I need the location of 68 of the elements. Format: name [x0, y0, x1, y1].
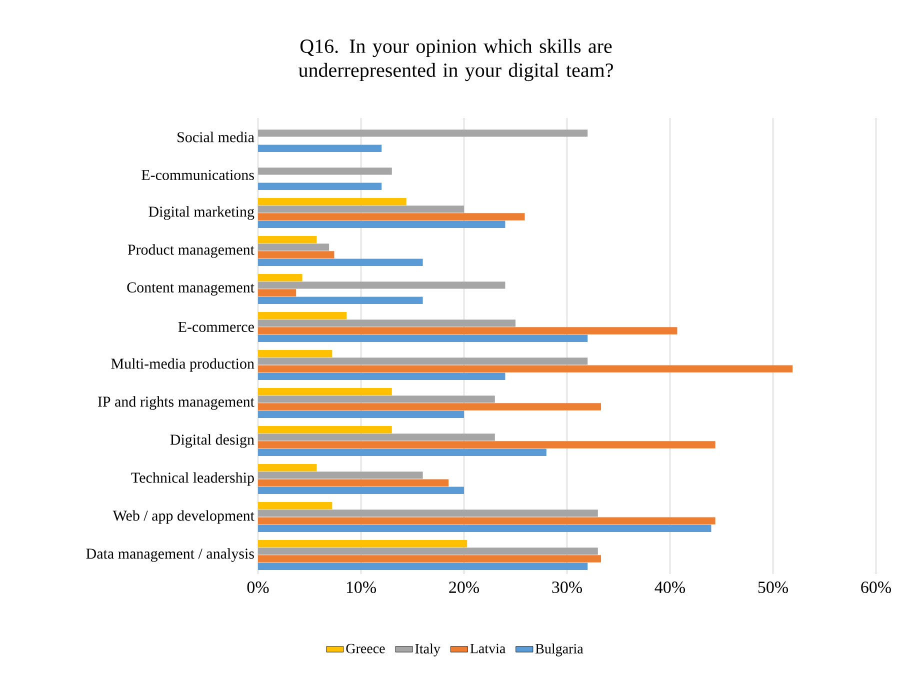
bar	[258, 472, 423, 479]
bar	[258, 434, 495, 441]
bar	[258, 548, 598, 555]
bar	[258, 479, 449, 486]
legend-label: Italy	[415, 644, 440, 656]
legend-label: Greece	[346, 644, 385, 654]
x-tick-label: 30%	[552, 582, 582, 594]
bar	[258, 372, 506, 380]
x-tick-label: 60%	[861, 582, 892, 594]
bar	[258, 555, 601, 562]
bar	[258, 312, 347, 320]
bar	[258, 502, 332, 510]
bar	[258, 327, 678, 334]
bar	[258, 540, 468, 548]
y-tick-label: E-communications	[142, 170, 254, 180]
bar	[258, 403, 601, 410]
bar	[258, 168, 392, 175]
bar	[258, 441, 716, 448]
bar	[258, 296, 423, 304]
y-tick-label: Data management / analysis	[86, 548, 254, 562]
bar	[258, 244, 330, 251]
y-tick-label: Technical leadership	[131, 472, 254, 486]
y-tick-label: Web / app development	[112, 510, 254, 524]
x-tick-label: 0%	[247, 582, 269, 594]
bar	[258, 220, 506, 228]
bar	[258, 562, 588, 570]
bar	[258, 464, 317, 472]
bar	[258, 410, 464, 418]
y-tick-label: Social media	[178, 132, 254, 142]
x-tick-label: 50%	[758, 582, 788, 594]
bar	[258, 524, 712, 532]
y-tick-label: E-commerce	[178, 322, 254, 332]
chart-title: Q16. In your opinion which skills are underrepresented in your digital team?	[298, 38, 613, 82]
x-tick-label: 40%	[654, 582, 686, 594]
bar	[258, 517, 716, 524]
y-tick-label: Digital design	[170, 434, 254, 448]
bar	[258, 130, 588, 137]
bar	[258, 258, 423, 266]
bar	[258, 388, 392, 396]
bar	[258, 282, 506, 289]
bar	[258, 334, 588, 342]
y-tick-label: Multi-media production	[111, 358, 254, 372]
bar	[258, 350, 332, 358]
bar	[258, 510, 598, 517]
bar	[258, 486, 464, 494]
bar	[258, 213, 525, 220]
legend-label: Latvia	[470, 644, 506, 654]
bar	[258, 448, 546, 456]
bar	[258, 365, 793, 372]
bar	[258, 426, 392, 434]
y-tick-label: Product management	[128, 244, 254, 258]
bar	[258, 182, 382, 190]
legend-label: Bulgaria	[536, 644, 584, 656]
bar	[258, 236, 317, 244]
y-tick-label: Content management	[127, 282, 254, 296]
bar	[258, 320, 516, 327]
bar	[258, 289, 296, 296]
bar	[258, 358, 588, 365]
bar	[258, 396, 495, 403]
x-tick-label: 20%	[449, 582, 480, 594]
y-tick-label: Digital marketing	[148, 206, 254, 220]
bar	[258, 198, 406, 206]
bar	[258, 144, 382, 152]
bar	[258, 274, 302, 282]
bar	[258, 206, 464, 213]
y-tick-label: IP and rights management	[98, 396, 254, 410]
bar	[258, 251, 334, 258]
x-tick-label: 10%	[346, 582, 376, 594]
